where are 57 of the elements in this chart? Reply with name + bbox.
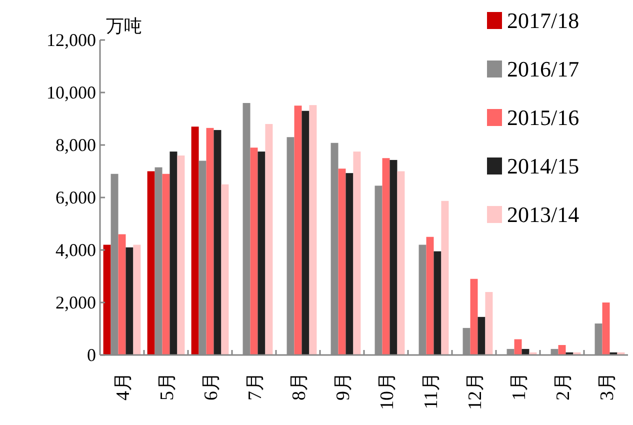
x-tick-label: 7月 [245,372,266,400]
bar [346,173,354,355]
x-tick-label: 5月 [157,372,178,400]
bar [353,152,361,355]
bar [397,171,405,355]
x-tick-label: 10月 [377,372,398,410]
x-tick-label: 9月 [333,372,354,400]
bar [470,278,478,355]
x-tick-label: 2月 [553,372,574,400]
x-tick-label: 8月 [289,372,310,400]
bar [382,158,390,355]
bar [258,152,266,355]
bar [602,302,610,355]
bar [522,348,530,355]
bar [294,106,302,355]
legend-label: 2016/17 [507,56,580,82]
bar [191,126,199,355]
x-tick-label: 12月 [465,372,486,410]
bar [485,292,493,355]
bar [206,128,214,355]
x-tick-label: 1月 [509,372,530,400]
bar [133,244,141,355]
bar [221,184,229,355]
bar [126,247,134,355]
bar [214,130,222,355]
bar [177,156,185,355]
legend-label: 2015/16 [507,105,580,130]
y-tick-label: 10,000 [46,82,96,102]
bar [118,234,126,355]
x-tick-label: 3月 [597,372,618,400]
legend-label: 2017/18 [507,8,580,33]
bar [309,105,317,355]
bar [250,148,258,355]
bar [147,171,155,355]
y-tick-label: 2,000 [56,292,96,312]
bar [103,244,111,355]
legend-label: 2014/15 [507,154,580,178]
bar [302,110,310,355]
bar [441,200,449,355]
bar [162,174,170,355]
bar [338,168,346,355]
bar [265,124,273,355]
y-tick-label: 8,000 [56,135,96,155]
bar [170,152,178,355]
legend-label: 2013/14 [507,202,580,227]
y-tick-label: 6,000 [56,188,96,208]
y-tick-label: 4,000 [56,240,96,260]
y-tick-label: 12,000 [46,30,96,50]
x-tick-label: 11月 [421,372,442,410]
bar [434,251,442,355]
bar [478,316,486,355]
y-axis-title: 万吨 [106,16,142,36]
bar [426,236,434,355]
bar [390,160,398,355]
x-tick-label: 4月 [113,372,134,400]
y-tick-label: 0 [87,345,96,365]
x-tick-label: 6月 [201,372,222,400]
